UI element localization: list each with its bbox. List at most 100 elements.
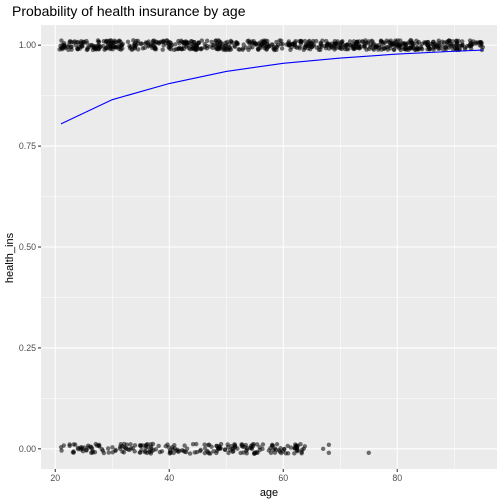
data-point [274, 39, 279, 45]
y-tick-label: 1.00 [19, 40, 36, 50]
data-point [356, 42, 361, 47]
data-point [326, 450, 332, 456]
data-point [254, 449, 259, 455]
data-point [288, 445, 294, 450]
data-point [144, 450, 150, 456]
data-point [225, 444, 231, 450]
data-point [89, 445, 94, 450]
data-point [66, 44, 71, 50]
data-point [220, 42, 225, 47]
data-point [110, 450, 115, 455]
data-point [370, 46, 376, 51]
data-point [206, 451, 212, 456]
data-point [279, 46, 285, 51]
data-point [376, 42, 382, 48]
data-point [426, 43, 431, 48]
data-point [475, 40, 481, 45]
data-point [151, 40, 156, 45]
data-point [71, 442, 76, 447]
data-point [194, 441, 199, 447]
data-point [240, 47, 245, 52]
data-point [416, 39, 421, 45]
y-tick-label: 0.00 [19, 444, 36, 454]
data-point [176, 449, 181, 455]
data-point [396, 42, 402, 47]
data-point [253, 41, 258, 47]
data-point [214, 443, 220, 449]
data-point [128, 446, 134, 451]
data-point [90, 450, 95, 455]
data-point [274, 442, 280, 447]
data-point [192, 450, 197, 455]
data-point [187, 451, 193, 456]
data-point [78, 41, 83, 47]
data-point [75, 445, 81, 451]
data-point [122, 441, 127, 447]
data-point [182, 449, 187, 454]
data-point [246, 47, 251, 53]
data-point [478, 43, 484, 48]
data-point [105, 446, 111, 451]
data-point [153, 46, 159, 52]
data-point [204, 38, 210, 43]
data-point [368, 42, 373, 48]
data-point [191, 39, 197, 45]
data-point [85, 45, 90, 51]
data-point [425, 39, 431, 45]
data-point [169, 42, 175, 48]
data-point [391, 47, 397, 52]
data-point [103, 39, 109, 45]
data-point [98, 44, 103, 49]
data-point [209, 39, 214, 45]
data-point [202, 442, 207, 447]
data-point [419, 46, 425, 52]
data-point [236, 47, 241, 52]
data-point [294, 45, 300, 50]
data-point [146, 39, 151, 44]
data-point [222, 447, 228, 452]
data-point [283, 451, 289, 456]
data-point [287, 42, 292, 48]
data-point [268, 450, 274, 456]
data-point [286, 39, 292, 44]
data-point [382, 46, 387, 51]
data-point [452, 45, 458, 51]
data-point [184, 446, 190, 451]
data-point [264, 46, 269, 52]
data-point [336, 45, 342, 50]
data-point [278, 38, 284, 43]
data-point [157, 40, 162, 45]
data-point [88, 43, 93, 48]
chart-title: Probability of health insurance by age [12, 3, 246, 19]
data-point [302, 45, 308, 51]
data-point [58, 445, 64, 450]
data-point [118, 442, 124, 447]
data-point [299, 38, 304, 44]
data-point [270, 443, 276, 448]
data-point [148, 451, 154, 456]
data-point [347, 39, 353, 44]
data-point [298, 441, 303, 447]
data-point [388, 46, 393, 51]
data-point [58, 43, 63, 49]
data-point [255, 46, 261, 52]
data-point [288, 47, 293, 52]
data-point [173, 42, 178, 47]
data-point [257, 445, 262, 450]
y-axis-label: health_ins [4, 232, 16, 283]
data-point [234, 40, 239, 46]
data-point [106, 450, 111, 455]
data-point [117, 44, 123, 50]
data-point [414, 47, 420, 52]
data-point [100, 448, 106, 453]
data-point [123, 445, 128, 451]
data-point [302, 444, 308, 449]
data-point [69, 47, 74, 52]
data-point [96, 443, 101, 448]
data-point [84, 448, 89, 453]
data-point [366, 46, 372, 52]
data-point [410, 44, 416, 49]
data-point [409, 38, 414, 43]
data-point [118, 39, 123, 45]
y-tick-label: 0.25 [19, 343, 36, 353]
